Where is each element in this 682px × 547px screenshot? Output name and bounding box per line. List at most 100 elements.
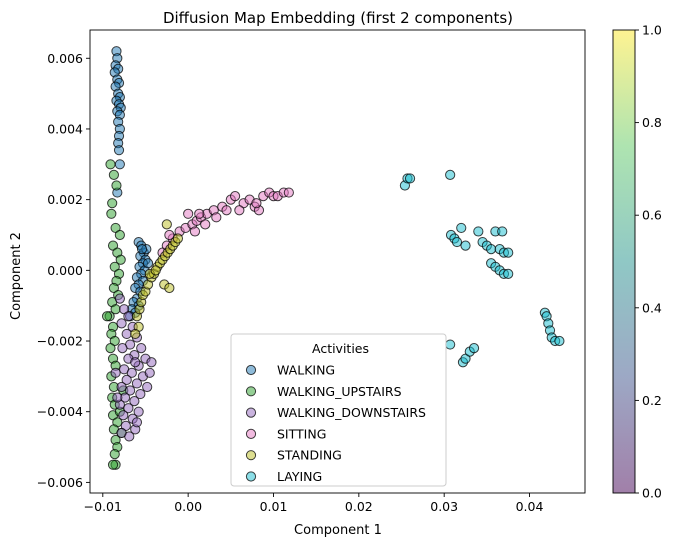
- legend-box: [230, 333, 447, 487]
- x-tick-label: 0.03: [430, 499, 458, 514]
- colorbar: 0.0 0.2 0.4 0.6 0.8 1.0: [612, 23, 662, 501]
- x-tick-label: 0.02: [345, 499, 373, 514]
- colorbar-tick-label: 0.0: [642, 486, 662, 501]
- data-point: [194, 208, 205, 219]
- colorbar-tick-label: 0.6: [642, 208, 662, 223]
- data-point: [229, 191, 241, 202]
- legend-entry: WALKING_UPSTAIRS: [277, 384, 402, 399]
- data-point: [468, 342, 480, 354]
- data-point: [456, 222, 467, 234]
- data-point: [221, 205, 232, 216]
- data-point: [189, 226, 201, 237]
- y-tick-label: 0.004: [47, 121, 83, 136]
- colorbar-tick-label: 0.4: [642, 300, 662, 315]
- data-point: [123, 403, 134, 414]
- data-point: [503, 268, 514, 279]
- series-standing: [130, 219, 184, 340]
- x-tick-label: −0.01: [84, 499, 122, 514]
- data-point: [130, 357, 141, 368]
- series-laying: [399, 169, 565, 368]
- legend-entry: SITTING: [277, 426, 326, 441]
- data-point: [234, 205, 245, 216]
- data-point: [101, 311, 113, 322]
- legend-entry: LAYING: [277, 469, 322, 484]
- data-point: [105, 159, 116, 170]
- data-point: [117, 342, 128, 354]
- y-tick-label: −0.006: [37, 475, 83, 490]
- data-point: [129, 396, 140, 407]
- x-tick-label: 0.04: [516, 499, 544, 514]
- data-point: [105, 342, 116, 354]
- colorbar-frame: [612, 29, 636, 494]
- data-point: [445, 339, 456, 350]
- x-tick-label: 0.00: [174, 499, 202, 514]
- data-point: [136, 244, 148, 255]
- data-point: [183, 208, 194, 219]
- x-tick-label: 0.01: [260, 499, 288, 514]
- data-point: [497, 226, 508, 237]
- colorbar-gradient: [613, 30, 635, 493]
- data-point: [116, 381, 127, 393]
- data-point: [161, 219, 172, 230]
- legend: Activities WALKING WALKING_UPSTAIRS WALKING…: [230, 333, 447, 487]
- data-point: [114, 159, 125, 170]
- legend-marker: [245, 428, 257, 439]
- data-point: [131, 417, 143, 428]
- data-point: [106, 208, 117, 219]
- data-point: [460, 240, 471, 251]
- data-point: [130, 328, 141, 340]
- colorbar-tick-label: 0.2: [642, 393, 662, 408]
- data-point: [142, 381, 153, 393]
- data-point: [146, 357, 157, 368]
- data-point: [554, 335, 565, 347]
- data-point: [124, 431, 135, 442]
- plot-frame: [89, 29, 586, 494]
- legend-marker: [245, 407, 257, 418]
- data-point: [133, 406, 144, 417]
- data-point: [121, 374, 132, 385]
- data-point: [404, 173, 416, 184]
- data-point: [107, 459, 119, 470]
- data-point: [109, 449, 120, 460]
- y-tick-label: 0.006: [47, 51, 83, 66]
- legend-marker: [245, 364, 257, 376]
- data-point: [142, 258, 154, 269]
- data-point: [113, 145, 125, 156]
- colorbar-tick-label: 1.0: [642, 23, 662, 38]
- data-point: [112, 392, 123, 403]
- y-tick-label: 0.000: [47, 263, 83, 278]
- colorbar-tick-label: 0.8: [642, 115, 662, 130]
- data-point: [107, 198, 118, 209]
- legend-entry: STANDING: [277, 448, 342, 463]
- y-axis-label: Component 2: [9, 232, 24, 320]
- legend-marker: [245, 450, 257, 461]
- data-point: [211, 212, 222, 223]
- series-walking-downstairs: [110, 293, 157, 442]
- data-point: [486, 244, 497, 255]
- data-point: [283, 187, 294, 198]
- data-point: [111, 180, 122, 191]
- data-point: [121, 328, 132, 340]
- data-point: [164, 282, 175, 294]
- y-tick-label: 0.002: [47, 192, 83, 207]
- data-point: [136, 342, 147, 354]
- data-point: [251, 198, 262, 209]
- data-point: [503, 247, 514, 258]
- data-point: [114, 229, 125, 241]
- data-point: [118, 410, 129, 421]
- plot-area: [101, 46, 565, 470]
- axes: −0.01 0.00 0.01 0.02 0.03 0.04 −0.006 −0.004 −0.…: [37, 29, 586, 514]
- y-tick-label: −0.002: [37, 334, 83, 349]
- data-point: [144, 367, 155, 378]
- legend-entry: WALKING_DOWNSTAIRS: [277, 405, 426, 420]
- data-point: [126, 367, 137, 378]
- data-point: [164, 229, 175, 241]
- legend-title: Activities: [312, 341, 369, 356]
- data-point: [110, 367, 121, 378]
- chart-title: Diffusion Map Embedding (first 2 compone…: [163, 9, 513, 27]
- data-point: [473, 226, 484, 237]
- y-tick-label: −0.004: [37, 404, 83, 419]
- data-point: [200, 219, 211, 230]
- x-axis-label: Component 1: [294, 523, 382, 538]
